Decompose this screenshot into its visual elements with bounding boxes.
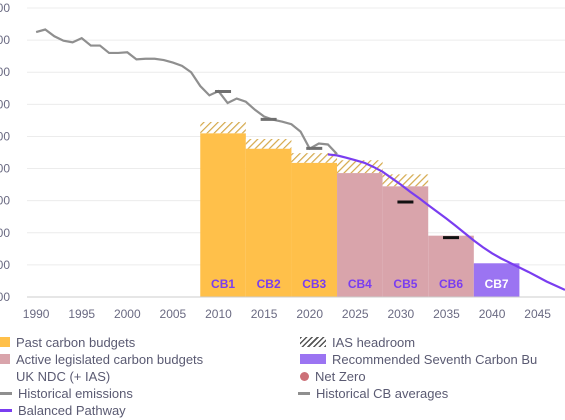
y-tick-label: 00 [0, 194, 10, 208]
bar-label-cb1: CB1 [211, 277, 235, 291]
x-tick-label: 2040 [479, 307, 506, 321]
bar-label-cb3: CB3 [302, 277, 326, 291]
ias-headroom-cb5 [382, 174, 429, 187]
bar-label-cb6: CB6 [439, 277, 463, 291]
bar-cb4 [337, 173, 383, 297]
bar-label-cb7: CB7 [485, 277, 509, 291]
legend-item: Active legislated carbon budgets [0, 351, 203, 367]
balanced-pathway-line [327, 153, 565, 291]
bar-cb3 [291, 162, 338, 297]
bar-cb7 [473, 263, 520, 297]
ias-headroom-cb2 [245, 139, 292, 149]
legend-swatch [0, 354, 10, 364]
ias-headroom-cb1 [200, 121, 246, 134]
x-tick-label: 2015 [251, 307, 278, 321]
y-tick-label: 00 [0, 65, 10, 79]
y-tick-label: 00 [0, 33, 10, 47]
bar-cb5 [382, 186, 429, 297]
legend-label: Recommended Seventh Carbon Bu [332, 351, 538, 367]
legend-swatch [300, 337, 326, 347]
x-tick-label: 2020 [296, 307, 323, 321]
bar-label-cb4: CB4 [348, 277, 372, 291]
legend-swatch [0, 337, 10, 347]
y-tick-label: 00 [0, 162, 10, 176]
x-tick-label: 2010 [205, 307, 232, 321]
x-tick-label: 2030 [388, 307, 415, 321]
x-tick-label: 2000 [114, 307, 141, 321]
legend-item: Historical CB averages [298, 385, 449, 401]
x-tick-label: 2005 [160, 307, 187, 321]
legend-item: UK NDC (+ IAS) [0, 368, 110, 384]
series-lines [35, 28, 565, 291]
x-tick-label: 1990 [23, 307, 50, 321]
legend-item: Net Zero [300, 368, 366, 384]
legend-item: Balanced Pathway [0, 402, 126, 418]
legend-item: Historical emissions [0, 385, 133, 401]
legend-label: Historical CB averages [316, 385, 449, 401]
bar-label-cb2: CB2 [257, 277, 281, 291]
legend-label: Active legislated carbon budgets [16, 351, 204, 367]
legend: Past carbon budgets IAS headroom Active le… [0, 332, 565, 420]
y-tick-label: 00 [0, 226, 10, 240]
budget-bars [200, 133, 520, 297]
x-tick-label: 2025 [342, 307, 369, 321]
legend-label: Past carbon budgets [16, 334, 136, 350]
bar-label-cb5: CB5 [393, 277, 417, 291]
legend-label: UK NDC (+ IAS) [16, 368, 111, 384]
legend-swatch [298, 391, 310, 395]
legend-label: Historical emissions [18, 385, 133, 401]
legend-item: IAS headroom [300, 334, 415, 350]
legend-label: IAS headroom [332, 334, 416, 350]
historical-emissions-line [35, 28, 338, 155]
legend-label: Net Zero [315, 368, 366, 384]
gridlines [27, 7, 565, 266]
legend-item: Recommended Seventh Carbon Bu [300, 351, 537, 367]
bar-labels: CB1 CB2 CB3 CB4 CB5 CB6 CB7 [211, 277, 509, 291]
legend-swatch [300, 371, 309, 381]
axes: 00 00 00 00 00 00 00 00 00 00 1990 1995 2000 2005 2010… [0, 1, 565, 321]
y-tick-label: 00 [0, 290, 10, 304]
legend-swatch [0, 408, 12, 412]
y-tick-label: 00 [0, 97, 10, 111]
legend-label: Balanced Pathway [18, 402, 126, 418]
legend-swatch [0, 391, 12, 395]
x-tick-label: 2045 [524, 307, 551, 321]
legend-swatch [0, 371, 10, 381]
x-tick-label: 2035 [433, 307, 460, 321]
bar-cb6 [428, 235, 474, 297]
bar-cb1 [200, 133, 246, 297]
legend-swatch [300, 354, 326, 364]
ias-headroom-cb4 [337, 160, 383, 174]
y-tick-label: 00 [0, 1, 10, 15]
cb-average-markers [215, 89, 460, 240]
bar-cb2 [245, 148, 292, 297]
y-tick-label: 00 [0, 129, 10, 143]
x-tick-label: 1995 [68, 307, 95, 321]
legend-item: Past carbon budgets [0, 334, 135, 350]
ias-headroom-cb3 [291, 153, 338, 163]
y-tick-label: 00 [0, 258, 10, 272]
ias-headroom [200, 121, 429, 187]
